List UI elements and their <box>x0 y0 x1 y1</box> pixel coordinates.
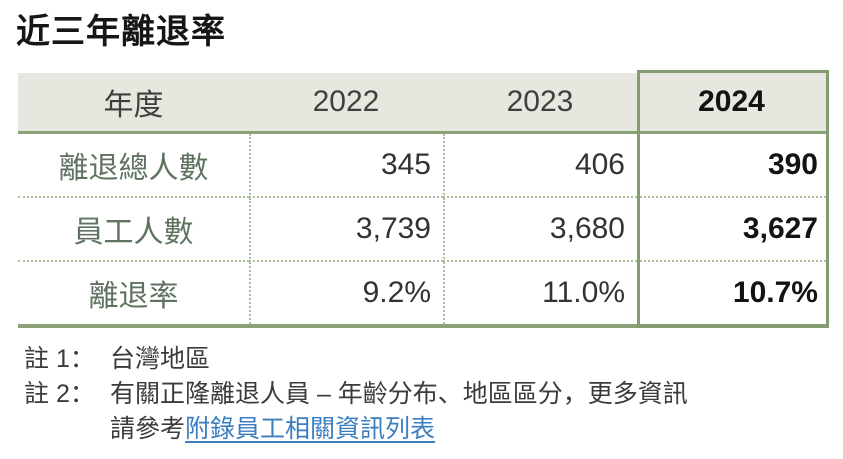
footnote-1: 註 1： 台灣地區 <box>24 342 688 377</box>
footnote-2-line1: 有關正隆離退人員 – 年齡分布、地區區分，更多資訊 <box>110 380 688 408</box>
value-total-departures-2022: 345 <box>249 134 443 198</box>
header-cell-2024: 2024 <box>637 73 826 134</box>
row-label-turnover-rate: 離退率 <box>88 280 179 313</box>
row-label-total-departures: 離退總人數 <box>18 134 249 198</box>
value-employee-count-2024: 3,627 <box>637 198 826 262</box>
value-turnover-rate-2024: 10.7% <box>732 276 818 309</box>
footnote-2-body: 有關正隆離退人員 – 年齡分布、地區區分，更多資訊 請參考附錄員工相關資訊列表 <box>110 377 688 447</box>
footnote-2-label: 註 2： <box>24 380 95 408</box>
appendix-employee-info-link[interactable]: 附錄員工相關資訊列表 <box>185 415 436 443</box>
footnote-1-label: 註 1： <box>24 345 95 373</box>
header-cell-2023: 2023 <box>443 73 637 134</box>
value-turnover-rate-2023: 11.0% <box>443 262 637 324</box>
footnote-2-line2: 請參考附錄員工相關資訊列表 <box>110 412 688 447</box>
value-total-departures-2024: 390 <box>637 134 826 198</box>
turnover-table: 年度 2022 2023 2024 離退總人數 345 406 390 員工人數… <box>18 70 829 328</box>
value-turnover-rate-2022: 9.2% <box>249 262 443 324</box>
footnote-1-text: 台灣地區 <box>110 345 211 373</box>
header-cell-2022: 2022 <box>249 73 443 134</box>
page-title: 近三年離退率 <box>16 13 226 51</box>
footnotes: 註 1： 台灣地區 註 2： 有關正隆離退人員 – 年齡分布、地區區分，更多資訊… <box>24 342 688 447</box>
value-employee-count-2022: 3,739 <box>249 198 443 262</box>
value-total-departures-2023: 406 <box>443 134 637 198</box>
value-employee-count-2023: 3,680 <box>443 198 637 262</box>
footnote-2: 註 2： 有關正隆離退人員 – 年齡分布、地區區分，更多資訊 請參考附錄員工相關… <box>24 377 688 447</box>
footnote-2-line2-prefix: 請參考 <box>110 415 186 443</box>
header-cell-year-label: 年度 <box>18 73 249 134</box>
row-label-employee-count: 員工人數 <box>18 198 249 262</box>
